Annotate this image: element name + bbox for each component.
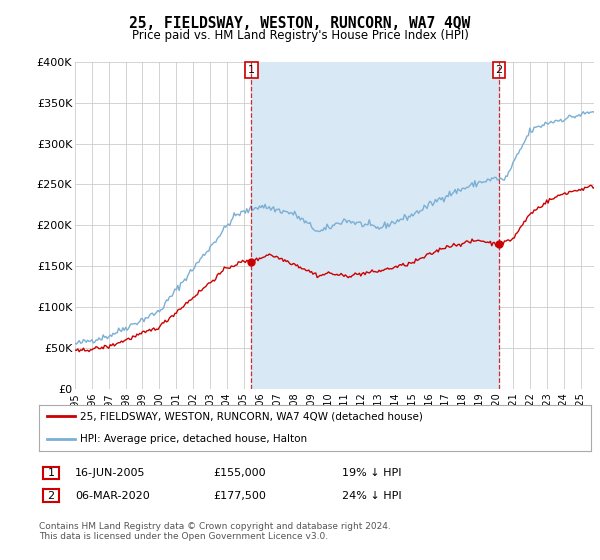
Text: 06-MAR-2020: 06-MAR-2020 [75, 491, 150, 501]
Text: 16-JUN-2005: 16-JUN-2005 [75, 468, 146, 478]
Text: £155,000: £155,000 [213, 468, 266, 478]
Text: Contains HM Land Registry data © Crown copyright and database right 2024.
This d: Contains HM Land Registry data © Crown c… [39, 522, 391, 542]
Bar [251, 62, 499, 389]
Text: 25, FIELDSWAY, WESTON, RUNCORN, WA7 4QW: 25, FIELDSWAY, WESTON, RUNCORN, WA7 4QW [130, 16, 470, 31]
Text: 1: 1 [248, 65, 255, 75]
Text: 2: 2 [47, 491, 55, 501]
Text: Price paid vs. HM Land Registry's House Price Index (HPI): Price paid vs. HM Land Registry's House … [131, 29, 469, 42]
Text: 2: 2 [496, 65, 503, 75]
Text: 1: 1 [47, 468, 55, 478]
Text: 25, FIELDSWAY, WESTON, RUNCORN, WA7 4QW (detached house): 25, FIELDSWAY, WESTON, RUNCORN, WA7 4QW … [80, 412, 423, 421]
Text: HPI: Average price, detached house, Halton: HPI: Average price, detached house, Halt… [80, 435, 308, 444]
Text: 24% ↓ HPI: 24% ↓ HPI [342, 491, 401, 501]
Text: £177,500: £177,500 [213, 491, 266, 501]
Text: 19% ↓ HPI: 19% ↓ HPI [342, 468, 401, 478]
